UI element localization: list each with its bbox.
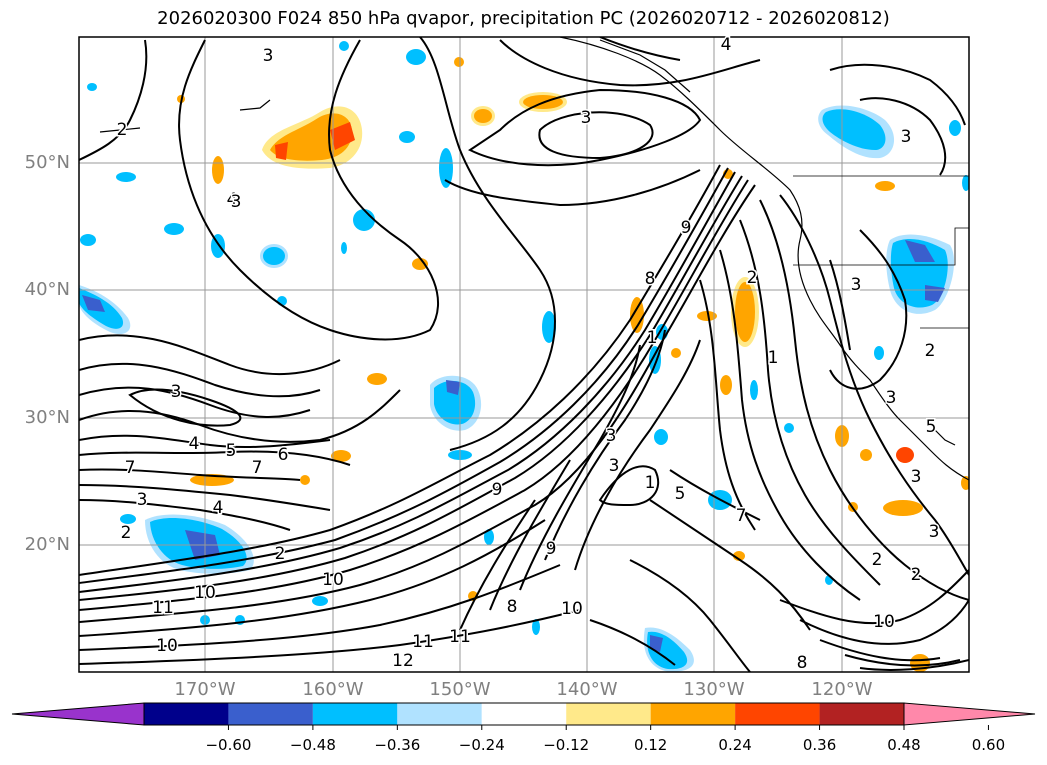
- contour-label: 12: [392, 651, 414, 671]
- contour-label: 2: [117, 120, 128, 140]
- colorbar-outline: [143, 702, 905, 726]
- lon-label: 120°W: [811, 679, 873, 700]
- contour-label: 2: [911, 565, 922, 585]
- contour-label: 9: [681, 218, 692, 238]
- contour-label: 8: [645, 269, 656, 289]
- contour-label: 6: [278, 445, 289, 465]
- contour-label: 11: [152, 598, 174, 618]
- lon-label: 150°W: [429, 679, 491, 700]
- contour-label: 5: [226, 441, 237, 461]
- contour-label: 10: [322, 570, 344, 590]
- contour-label: 3: [231, 192, 242, 212]
- colorbar-extend-low: [11, 702, 145, 726]
- contour-label: 2: [925, 341, 936, 361]
- contour-label: 3: [851, 275, 862, 295]
- contour-label: 10: [561, 599, 583, 619]
- contour-label: 2: [121, 523, 132, 543]
- contour-label: 1: [768, 348, 779, 368]
- colorbar-segment: [650, 703, 736, 725]
- contour-label: 7: [252, 458, 263, 478]
- contour-label: 4: [721, 35, 732, 55]
- colorbar-segment: [819, 703, 904, 725]
- contour-label: 2: [747, 268, 758, 288]
- colorbar-tick-label: −0.24: [458, 736, 505, 754]
- lon-label: 160°W: [302, 679, 364, 700]
- contour-label: 8: [797, 653, 808, 673]
- contour-label: 3: [171, 382, 182, 402]
- contour-label: 4: [227, 190, 238, 210]
- lat-label: 30°N: [24, 407, 70, 428]
- contour-label: 3: [911, 467, 922, 487]
- contour-label: 11: [412, 632, 434, 652]
- contour-label: 4: [189, 434, 200, 454]
- colorbar-tick-label: −0.12: [543, 736, 590, 754]
- contour-label: 9: [492, 480, 503, 500]
- contour-label: 3: [901, 127, 912, 147]
- contour-label: 10: [156, 636, 178, 656]
- contour-label: 2: [872, 550, 883, 570]
- plot-frame: [78, 36, 970, 673]
- lon-label: 170°W: [174, 679, 236, 700]
- map-title: 2026020300 F024 850 hPa qvapor, precipit…: [157, 8, 890, 29]
- contour-label: 3: [886, 388, 897, 408]
- contours: [79, 37, 969, 672]
- contour-label: 7: [736, 506, 747, 526]
- contour-label: 9: [546, 539, 557, 559]
- contour-label: 10: [194, 583, 216, 603]
- colorbar-segment: [735, 703, 820, 725]
- gridlines: [79, 37, 969, 672]
- borders: [793, 175, 969, 329]
- colorbar-segment: [228, 703, 313, 725]
- contour-label: 5: [675, 484, 686, 504]
- colorbar-segment: [566, 703, 651, 725]
- colorbar-tick-label: 0.36: [802, 736, 837, 754]
- contour-label: 7: [125, 458, 136, 478]
- colorbar-tick-label: −0.60: [205, 736, 252, 754]
- contour-label: 2: [275, 544, 286, 564]
- lat-label: 50°N: [24, 152, 70, 173]
- colorbar-tick-label: 0.60: [971, 736, 1006, 754]
- contour-label: 1: [647, 328, 658, 348]
- colorbar-segment: [397, 703, 482, 725]
- colorbar-tick-label: 0.24: [718, 736, 752, 754]
- contour-label: 11: [449, 627, 471, 647]
- lon-label: 140°W: [556, 679, 618, 700]
- contour-label: 1: [645, 473, 656, 493]
- colorbar-tick-label: −0.48: [289, 736, 336, 754]
- contour-label: 3: [263, 46, 274, 66]
- lat-label: 40°N: [24, 279, 70, 300]
- colorbar-tick-label: 0.12: [633, 736, 668, 754]
- contour-label: 3: [929, 522, 940, 542]
- colorbar-segment: [481, 703, 567, 725]
- colorbar-segment: [312, 703, 398, 725]
- contour-label: 5: [926, 417, 937, 437]
- precip-anomaly-shading: [79, 41, 969, 672]
- contour-label: 3: [137, 490, 148, 510]
- lon-label: 130°W: [683, 679, 745, 700]
- contour-label: 2: [747, 268, 758, 288]
- colorbar-tick-label: 0.48: [887, 736, 921, 754]
- contour-label: 4: [213, 498, 224, 518]
- contour-label: 3: [581, 108, 592, 128]
- colorbar-tick-label: −0.36: [374, 736, 421, 754]
- lat-label: 20°N: [24, 534, 70, 555]
- contour-label: 3: [606, 426, 617, 446]
- colorbar: [11, 702, 1036, 730]
- colorbar-segment: [144, 703, 229, 725]
- colorbar-extend-high: [903, 702, 1036, 726]
- contour-label: 3: [609, 456, 620, 476]
- contour-label: 10: [873, 612, 895, 632]
- contour-label: 8: [507, 597, 518, 617]
